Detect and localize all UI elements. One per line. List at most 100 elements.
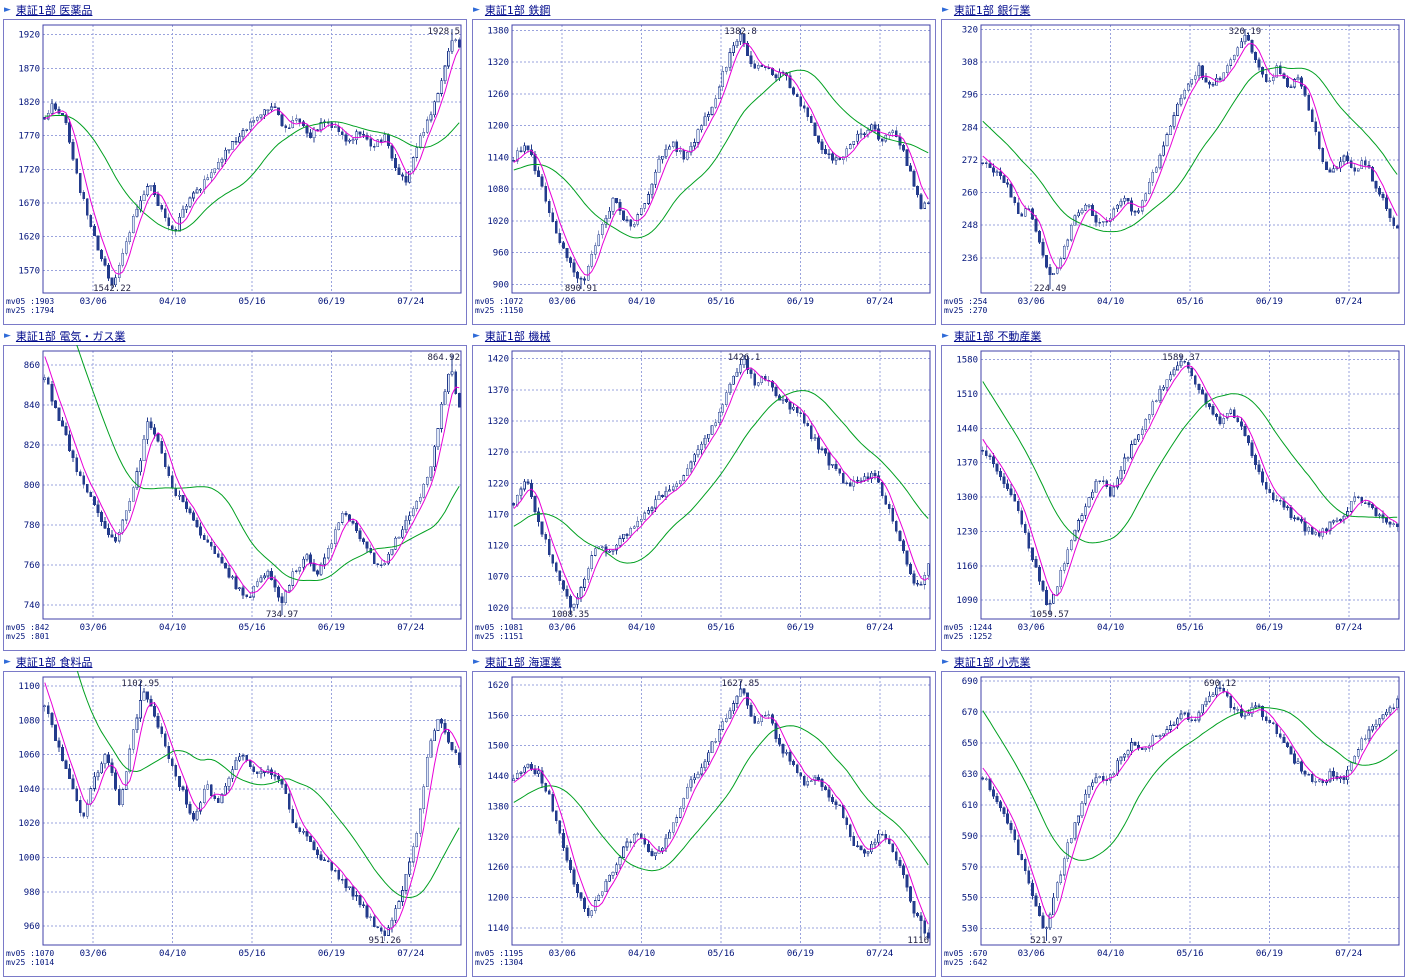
mv05-legend: mv05 :1903	[6, 297, 54, 306]
svg-text:1670: 1670	[18, 199, 40, 209]
play-arrow-icon: ►	[473, 656, 480, 667]
svg-text:1620: 1620	[18, 233, 40, 243]
svg-text:1620: 1620	[487, 681, 509, 691]
x-axis-labels: 03/06 04/10 05/16 06/19 07/24	[80, 297, 425, 307]
ma25-line	[513, 69, 929, 239]
peak-annotation: 1589.37	[1162, 353, 1200, 363]
chart-header: ► 東証1部 鉄鋼	[473, 2, 936, 18]
chart-title-link[interactable]: 東証1部 銀行業	[953, 3, 1031, 17]
x-axis-labels: 03/06 04/10 05/16 06/19 07/24	[549, 297, 894, 307]
peak-annotation: 1426.1	[728, 353, 761, 363]
mv05-legend: mv05 :1070	[6, 949, 54, 958]
svg-text:03/06: 03/06	[549, 949, 576, 959]
svg-text:1080: 1080	[487, 185, 509, 195]
grid-lines	[981, 351, 1399, 619]
chart-title-link[interactable]: 東証1部 海運業	[484, 655, 562, 669]
plot-border	[511, 676, 931, 946]
grid-lines	[512, 25, 930, 293]
chart-title-link[interactable]: 東証1部 医薬品	[15, 3, 93, 17]
x-axis-labels: 03/06 04/10 05/16 06/19 07/24	[80, 623, 425, 633]
x-axis-labels: 03/06 04/10 05/16 06/19 07/24	[1018, 623, 1363, 633]
mv25-legend: mv25 :270	[944, 306, 988, 315]
svg-text:07/24: 07/24	[866, 623, 893, 633]
svg-text:05/16: 05/16	[238, 623, 265, 633]
plot-border	[511, 350, 931, 620]
ma25-line	[76, 345, 460, 582]
peak-annotation: 690.12	[1204, 679, 1237, 689]
ma05-line	[513, 696, 929, 925]
svg-text:1440: 1440	[956, 424, 978, 434]
chart-title-link[interactable]: 東証1部 小売業	[953, 655, 1031, 669]
chart-panel: ► 東証1部 海運業 1620 1560 1500 1440 1380 1320 1260 1…	[469, 652, 938, 978]
svg-text:610: 610	[962, 801, 978, 811]
panel-border	[941, 19, 1405, 325]
chart-header: ► 東証1部 食料品	[4, 654, 467, 670]
ma25-line	[513, 390, 929, 564]
svg-text:07/24: 07/24	[1335, 623, 1362, 633]
svg-text:1230: 1230	[956, 527, 978, 537]
mv05-legend: mv05 :1195	[475, 949, 523, 958]
play-arrow-icon: ►	[942, 4, 949, 15]
svg-text:1500: 1500	[487, 742, 509, 752]
plot-border	[42, 24, 462, 294]
svg-text:1320: 1320	[487, 833, 509, 843]
plot-border	[511, 24, 931, 294]
chart-title-link[interactable]: 東証1部 電気・ガス業	[15, 329, 126, 343]
mv25-legend: mv25 :1150	[475, 306, 523, 315]
plot-border	[980, 24, 1400, 294]
svg-text:1080: 1080	[18, 716, 40, 726]
svg-text:07/24: 07/24	[397, 623, 424, 633]
candles	[981, 680, 1399, 942]
svg-text:03/06: 03/06	[1018, 623, 1045, 633]
svg-text:1510: 1510	[956, 390, 978, 400]
trough-annotation: 1059.57	[1031, 610, 1069, 620]
svg-text:1100: 1100	[18, 682, 40, 692]
peak-annotation: 1382.8	[724, 27, 757, 37]
svg-text:284: 284	[962, 123, 978, 133]
svg-text:03/06: 03/06	[1018, 297, 1045, 307]
chart-panel: ► 東証1部 電気・ガス業 860 840 820 800 780 760 740 03/06…	[0, 326, 469, 652]
ma05-line	[44, 356, 460, 594]
svg-text:03/06: 03/06	[549, 297, 576, 307]
mv05-legend: mv05 :670	[944, 949, 988, 958]
svg-text:1420: 1420	[487, 355, 509, 365]
ma25-line	[982, 706, 1398, 861]
chart-title-link[interactable]: 東証1部 不動産業	[953, 329, 1042, 343]
panel-border	[472, 345, 936, 651]
svg-text:1320: 1320	[487, 417, 509, 427]
panel-border	[3, 19, 467, 325]
svg-text:04/10: 04/10	[628, 297, 655, 307]
chart-panel: ► 東証1部 食料品 1100 1080 1060 1040 1020 1000 980 96…	[0, 652, 469, 978]
mv25-legend: mv25 :1304	[475, 958, 523, 967]
peak-annotation: 1627.85	[722, 679, 760, 689]
plot-border	[980, 350, 1400, 620]
x-axis-labels: 03/06 04/10 05/16 06/19 07/24	[549, 949, 894, 959]
svg-text:04/10: 04/10	[159, 949, 186, 959]
y-axis-labels: 320 308 296 284 272 260 248 236	[962, 25, 978, 263]
chart-title-link[interactable]: 東証1部 食料品	[15, 655, 93, 669]
svg-text:1870: 1870	[18, 64, 40, 74]
grid-lines	[512, 677, 930, 945]
plot-border	[42, 350, 462, 620]
candlestick-chart-canvas: 1100 1080 1060 1040 1020 1000 980 960 03/06 04/10…	[3, 671, 467, 977]
svg-text:04/10: 04/10	[1097, 949, 1124, 959]
svg-text:07/24: 07/24	[397, 297, 424, 307]
svg-text:06/19: 06/19	[318, 297, 345, 307]
svg-text:05/16: 05/16	[707, 949, 734, 959]
svg-text:1090: 1090	[956, 596, 978, 606]
svg-text:03/06: 03/06	[1018, 949, 1045, 959]
play-arrow-icon: ►	[4, 4, 11, 15]
plot-border	[42, 676, 462, 946]
trough-annotation: 1008.35	[551, 610, 589, 620]
svg-text:04/10: 04/10	[628, 949, 655, 959]
svg-text:1440: 1440	[487, 772, 509, 782]
mv25-legend: mv25 :1014	[6, 958, 54, 967]
svg-text:1920: 1920	[18, 31, 40, 41]
peak-annotation: 1928.5	[427, 27, 460, 37]
svg-text:800: 800	[24, 481, 40, 491]
chart-title-link[interactable]: 東証1部 機械	[484, 329, 551, 343]
panel-border	[472, 19, 936, 325]
chart-title-link[interactable]: 東証1部 鉄鋼	[484, 3, 551, 17]
